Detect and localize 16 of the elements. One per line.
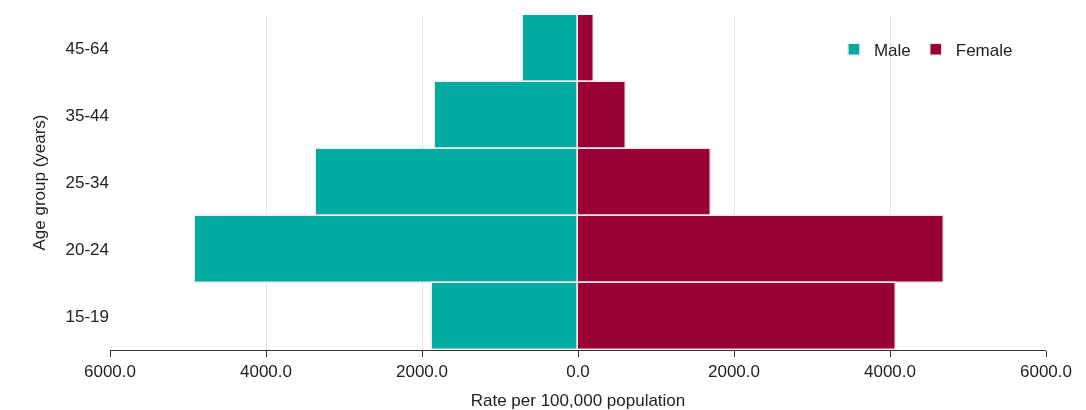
y-tick-label: 35-44 <box>65 106 109 126</box>
y-axis-title: Age group (years) <box>30 114 50 251</box>
x-tick-label: 6000.0 <box>1020 362 1072 382</box>
legend-label: Female <box>955 40 1013 60</box>
x-axis-title: Rate per 100,000 population <box>470 391 686 410</box>
y-tick-label: 20-24 <box>65 240 109 260</box>
x-tick-label: 4000.0 <box>864 362 916 382</box>
y-tick-label: 45-64 <box>65 39 109 59</box>
y-tick-label: 15-19 <box>65 307 109 327</box>
x-tick-label: 2000.0 <box>396 362 448 382</box>
x-tick-label: 0.0 <box>566 362 590 382</box>
x-tick-label: 4000.0 <box>240 362 292 382</box>
x-tick-label: 2000.0 <box>708 362 760 382</box>
y-tick-label: 25-34 <box>65 173 109 193</box>
x-tick-label: 6000.0 <box>84 362 136 382</box>
legend-label: Male <box>873 40 911 60</box>
